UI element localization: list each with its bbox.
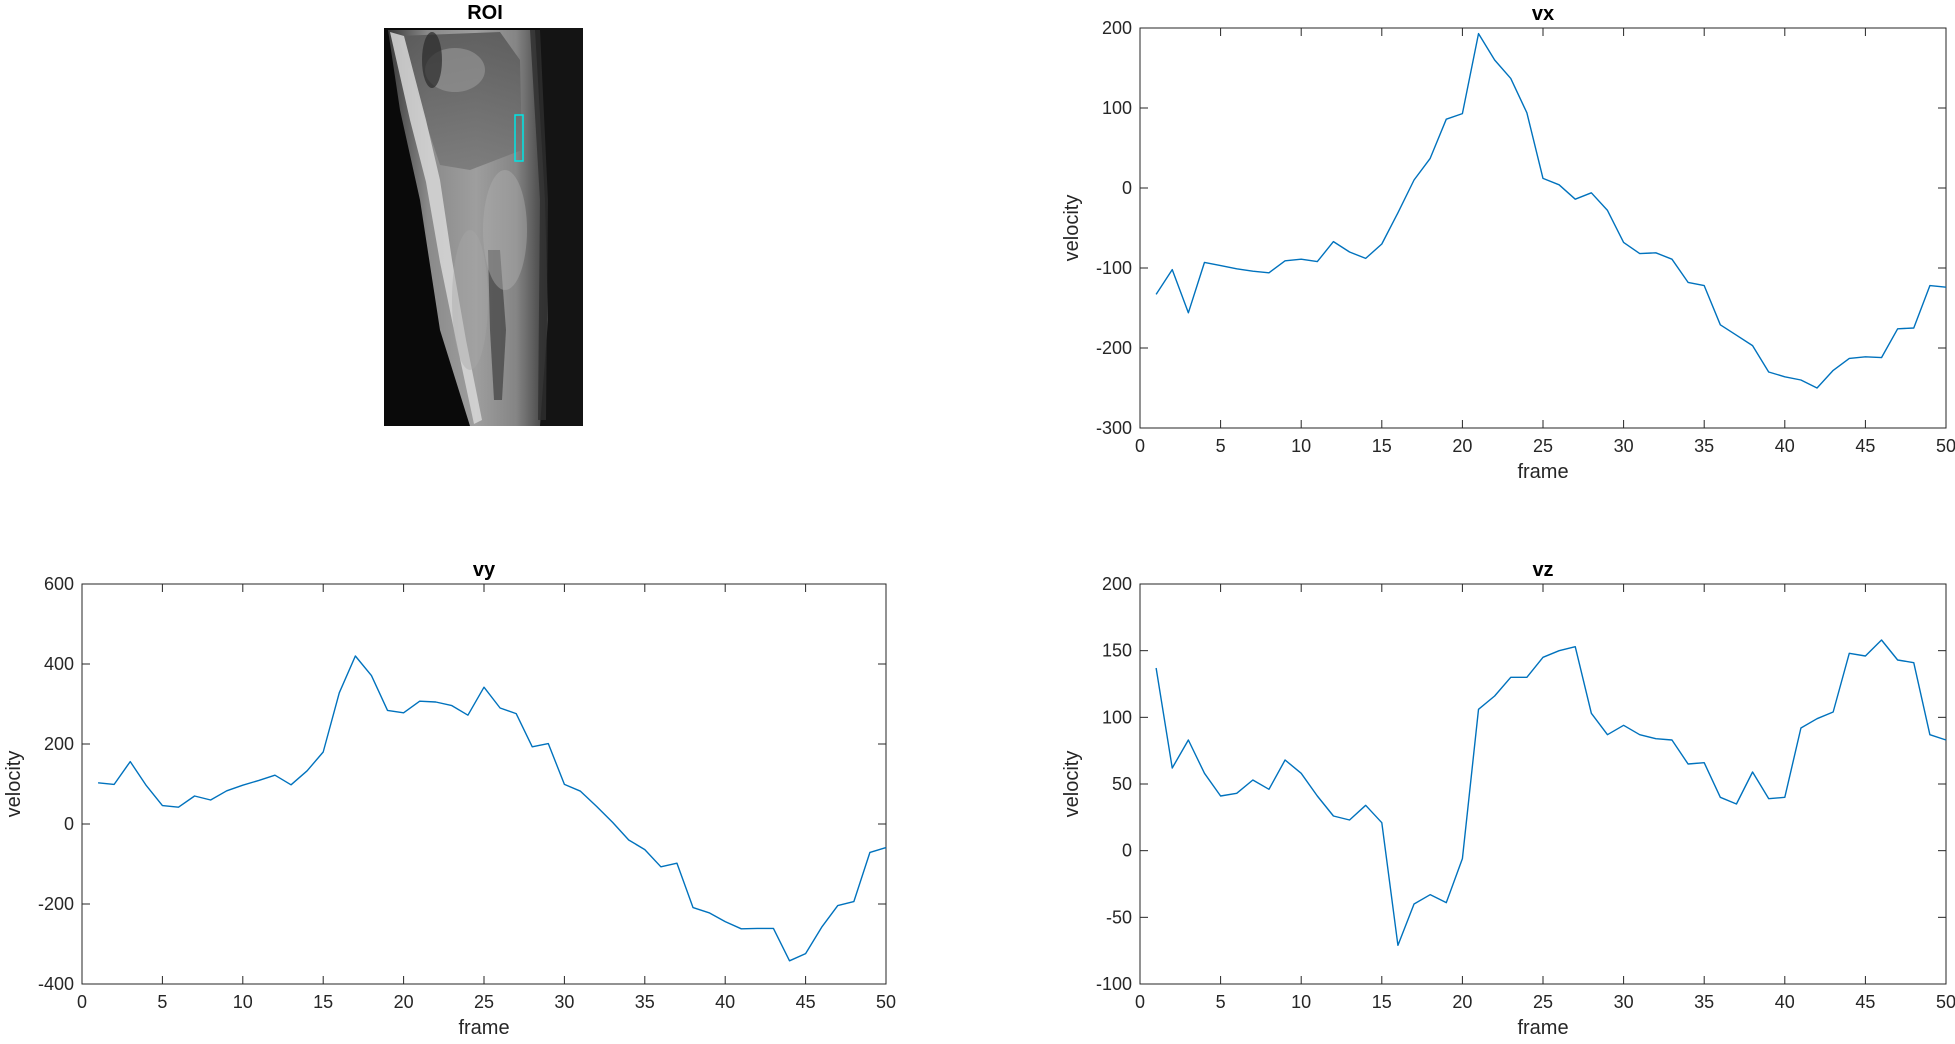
vz-xlabel: frame bbox=[1517, 1017, 1568, 1039]
vz-ytick-label: 0 bbox=[1122, 841, 1132, 861]
vy-ytick-label: 400 bbox=[44, 654, 74, 674]
vy-ytick-label: 0 bbox=[64, 814, 74, 834]
roi-title: ROI bbox=[467, 2, 503, 24]
vy-ytick-label: -400 bbox=[38, 974, 74, 994]
vx-xtick-label: 5 bbox=[1216, 436, 1226, 456]
vz-ytick-label: 150 bbox=[1102, 641, 1132, 661]
vy-ylabel: velocity bbox=[3, 751, 25, 818]
vz-xtick-label: 40 bbox=[1775, 992, 1795, 1012]
vy-xtick-label: 45 bbox=[796, 992, 816, 1012]
vx-xtick-label: 15 bbox=[1372, 436, 1392, 456]
vy-xtick-label: 20 bbox=[394, 992, 414, 1012]
vz-xtick-label: 15 bbox=[1372, 992, 1392, 1012]
mri-knee-slice-image bbox=[384, 28, 583, 426]
vy-title: vy bbox=[473, 559, 496, 581]
vx-ytick-label: 200 bbox=[1102, 18, 1132, 38]
vx-xtick-label: 30 bbox=[1614, 436, 1634, 456]
vx-xtick-label: 35 bbox=[1694, 436, 1714, 456]
chart-vz: 0 5 10 15 20 25 30 35 40 45 50 -100 -50 0 50 100 150 200 v… bbox=[1061, 559, 1955, 1039]
vz-xtick-label: 50 bbox=[1936, 992, 1955, 1012]
vz-xtick-label: 10 bbox=[1291, 992, 1311, 1012]
vz-ytick-label: 50 bbox=[1112, 774, 1132, 794]
vy-xtick-label: 50 bbox=[876, 992, 896, 1012]
roi-box bbox=[514, 114, 524, 162]
vx-xtick-label: 50 bbox=[1936, 436, 1955, 456]
vy-ytick-label: -200 bbox=[38, 894, 74, 914]
vz-title: vz bbox=[1532, 559, 1553, 581]
vz-xtick-label: 0 bbox=[1135, 992, 1145, 1012]
vx-ytick-label: -300 bbox=[1096, 418, 1132, 438]
vx-xtick-label: 45 bbox=[1855, 436, 1875, 456]
vx-ytick-label: -100 bbox=[1096, 258, 1132, 278]
vy-axes-box bbox=[81, 583, 887, 985]
vy-xtick-label: 35 bbox=[635, 992, 655, 1012]
vy-xtick-label: 40 bbox=[715, 992, 735, 1012]
vy-xtick-label: 25 bbox=[474, 992, 494, 1012]
vy-ytick-label: 600 bbox=[44, 574, 74, 594]
vy-ytick-label: 200 bbox=[44, 734, 74, 754]
vx-xlabel: frame bbox=[1517, 461, 1568, 483]
chart-vy: 0 5 10 15 20 25 30 35 40 45 50 -400 -200 0 200 400 600 vy… bbox=[3, 559, 896, 1039]
vz-series-line bbox=[1155, 639, 1947, 947]
vy-xtick-label: 10 bbox=[233, 992, 253, 1012]
vz-xtick-label: 5 bbox=[1216, 992, 1226, 1012]
vy-xtick-label: 15 bbox=[313, 992, 333, 1012]
vz-xtick-label: 30 bbox=[1614, 992, 1634, 1012]
vz-xtick-label: 45 bbox=[1855, 992, 1875, 1012]
vx-ytick-label: 100 bbox=[1102, 98, 1132, 118]
vz-ylabel: velocity bbox=[1061, 751, 1083, 818]
vz-xtick-label: 25 bbox=[1533, 992, 1553, 1012]
vy-xtick-label: 30 bbox=[554, 992, 574, 1012]
vz-ytick-label: 100 bbox=[1102, 707, 1132, 727]
vz-ytick-label: 200 bbox=[1102, 574, 1132, 594]
vx-xtick-label: 0 bbox=[1135, 436, 1145, 456]
vx-xtick-label: 25 bbox=[1533, 436, 1553, 456]
vz-xtick-label: 20 bbox=[1452, 992, 1472, 1012]
roi-panel: ROI bbox=[384, 2, 583, 426]
vx-title: vx bbox=[1532, 3, 1554, 25]
vx-ytick-label: -200 bbox=[1096, 338, 1132, 358]
chart-vx: 0 5 10 15 20 25 30 35 40 45 50 -300 -200 -100 0 100 200 v… bbox=[1061, 3, 1955, 483]
vx-ytick-label: 0 bbox=[1122, 178, 1132, 198]
vy-xtick-label: 0 bbox=[77, 992, 87, 1012]
vx-ylabel: velocity bbox=[1061, 195, 1083, 262]
vy-xtick-label: 5 bbox=[157, 992, 167, 1012]
vx-xtick-label: 20 bbox=[1452, 436, 1472, 456]
vz-xtick-label: 35 bbox=[1694, 992, 1714, 1012]
vz-ytick-label: -50 bbox=[1106, 907, 1132, 927]
vz-ytick-label: -100 bbox=[1096, 974, 1132, 994]
vx-series-line bbox=[1155, 32, 1947, 389]
vx-xtick-label: 40 bbox=[1775, 436, 1795, 456]
vx-xtick-label: 10 bbox=[1291, 436, 1311, 456]
vx-axes-box bbox=[1139, 27, 1947, 429]
vy-xlabel: frame bbox=[458, 1017, 509, 1039]
vy-series-line bbox=[98, 655, 887, 962]
